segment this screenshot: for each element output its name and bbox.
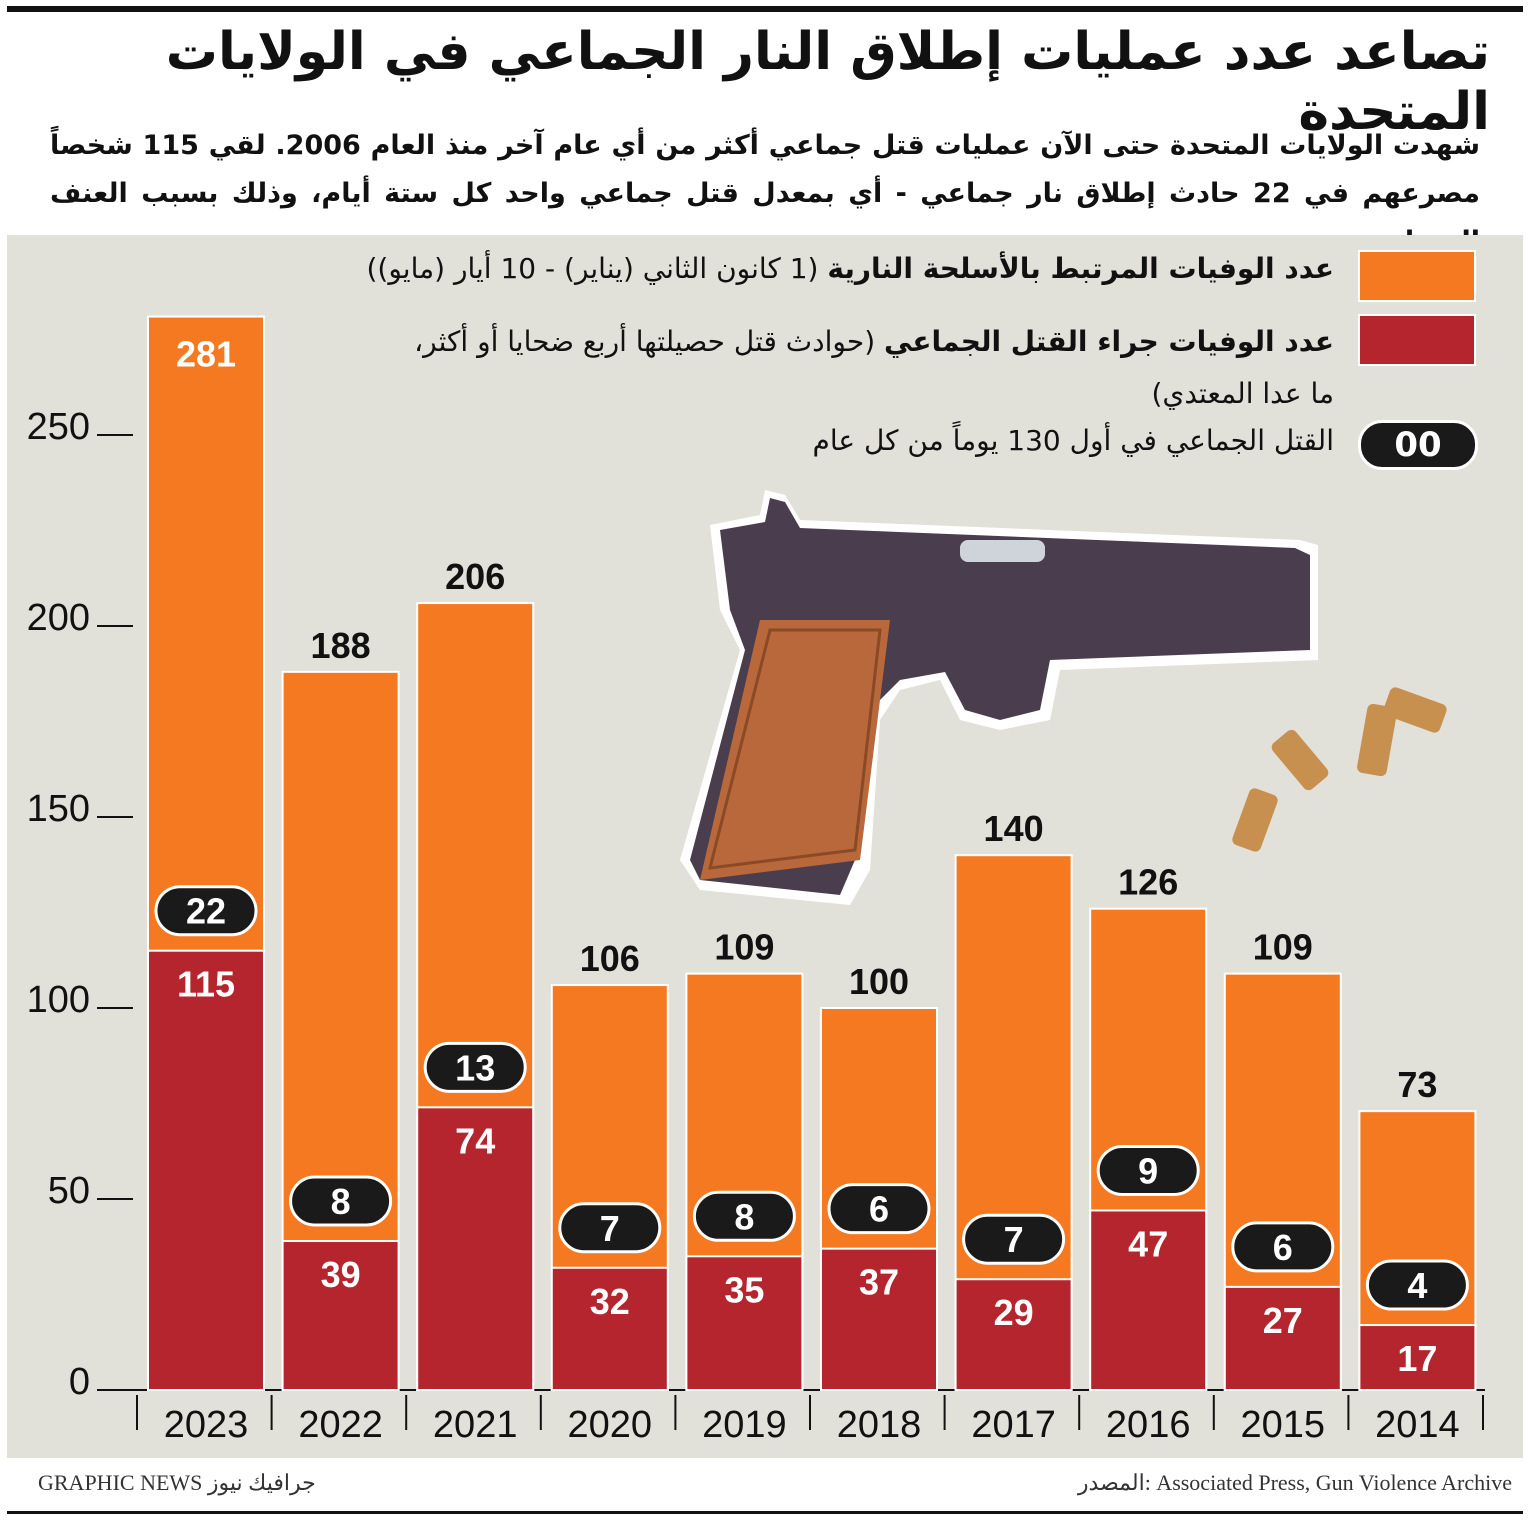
legend-gun-deaths-note: (1 كانون الثاني (يناير) - 10 أيار (مايو)… bbox=[366, 252, 819, 285]
y-tick-label: 250 bbox=[27, 406, 90, 448]
legend-gun-deaths-label: عدد الوفيات المرتبط بالأسلحة النارية bbox=[827, 252, 1334, 285]
pill-mass-shootings bbox=[1365, 1259, 1469, 1311]
subtitle: شهدت الولايات المتحدة حتى الآن عمليات قت… bbox=[50, 130, 1480, 257]
legend-swatch-mass-deaths bbox=[1358, 314, 1476, 366]
y-tick-label: 50 bbox=[48, 1170, 90, 1212]
label-mass-shootings: 6 bbox=[869, 1189, 889, 1230]
bar-mass-deaths bbox=[1089, 1209, 1208, 1391]
label-gun-deaths: 188 bbox=[311, 625, 371, 666]
pill-mass-shootings bbox=[289, 1175, 393, 1227]
pill-mass-shootings bbox=[423, 1041, 527, 1093]
legend-mass-deaths: عدد الوفيات جراء القتل الجماعي (حوادث قت… bbox=[414, 316, 1334, 420]
y-tick-label: 200 bbox=[27, 597, 90, 639]
legend-swatch-gun-deaths bbox=[1358, 250, 1476, 302]
label-mass-deaths: 29 bbox=[994, 1292, 1034, 1333]
top-rule bbox=[7, 6, 1523, 12]
legend-pill-label: القتل الجماعي في أول 130 يوماً من كل عام bbox=[812, 424, 1334, 457]
x-tick-label: 2019 bbox=[702, 1404, 787, 1446]
label-mass-deaths: 37 bbox=[859, 1262, 899, 1303]
legend-mass-deaths-note: (حوادث قتل حصيلتها أربع ضحايا أو أكثر، م… bbox=[414, 325, 1334, 410]
bar-mass-deaths bbox=[820, 1247, 938, 1392]
y-tick-label: 0 bbox=[69, 1361, 90, 1403]
label-gun-deaths: 73 bbox=[1397, 1064, 1437, 1105]
label-mass-deaths: 74 bbox=[455, 1120, 495, 1161]
label-mass-deaths: 27 bbox=[1263, 1300, 1303, 1341]
label-gun-deaths: 281 bbox=[176, 334, 236, 375]
pill-mass-shootings bbox=[1231, 1221, 1335, 1273]
bar-mass-deaths bbox=[685, 1255, 804, 1392]
label-mass-deaths: 47 bbox=[1128, 1223, 1168, 1264]
label-gun-deaths: 106 bbox=[580, 938, 640, 979]
pill-mass-shootings bbox=[962, 1213, 1066, 1265]
label-mass-shootings: 8 bbox=[331, 1181, 351, 1222]
label-mass-deaths: 17 bbox=[1397, 1338, 1437, 1379]
label-gun-deaths: 109 bbox=[1253, 927, 1313, 968]
x-tick-label: 2015 bbox=[1241, 1404, 1326, 1446]
x-tick-label: 2023 bbox=[164, 1404, 249, 1446]
bar-mass-deaths bbox=[1223, 1285, 1342, 1391]
pill-mass-shootings bbox=[1096, 1144, 1200, 1196]
label-mass-shootings: 7 bbox=[1004, 1219, 1024, 1260]
label-mass-shootings: 6 bbox=[1273, 1227, 1293, 1268]
x-tick-label: 2018 bbox=[837, 1404, 922, 1446]
legend-pill-sample: 00 bbox=[1358, 420, 1478, 470]
pill-mass-shootings bbox=[692, 1190, 796, 1242]
label-gun-deaths: 140 bbox=[984, 808, 1044, 849]
label-mass-deaths: 39 bbox=[321, 1254, 361, 1295]
pill-mass-shootings bbox=[558, 1202, 662, 1254]
x-tick-label: 2022 bbox=[298, 1404, 383, 1446]
x-tick-label: 2021 bbox=[433, 1404, 518, 1446]
legend-mass-deaths-label: عدد الوفيات جراء القتل الجماعي bbox=[884, 325, 1334, 358]
bar-mass-deaths bbox=[147, 949, 265, 1391]
pill-mass-shootings bbox=[154, 885, 258, 937]
legend-gun-deaths: عدد الوفيات المرتبط بالأسلحة النارية (1 … bbox=[366, 252, 1334, 285]
y-tick-label: 100 bbox=[27, 979, 90, 1021]
label-mass-shootings: 13 bbox=[455, 1047, 495, 1088]
label-gun-deaths: 109 bbox=[714, 927, 774, 968]
x-tick-label: 2016 bbox=[1106, 1404, 1191, 1446]
bar-mass-deaths bbox=[281, 1240, 400, 1392]
bottom-rule bbox=[7, 1511, 1523, 1514]
bar-mass-deaths bbox=[550, 1266, 669, 1392]
x-tick-label: 2020 bbox=[568, 1404, 653, 1446]
page-title: تصاعد عدد عمليات إطلاق النار الجماعي في … bbox=[165, 22, 1490, 142]
bar-mass-deaths bbox=[1358, 1324, 1477, 1392]
pill-mass-shootings bbox=[827, 1183, 931, 1235]
label-mass-deaths: 35 bbox=[724, 1269, 764, 1310]
x-tick-label: 2014 bbox=[1375, 1404, 1460, 1446]
x-tick-label: 2017 bbox=[971, 1404, 1056, 1446]
label-mass-shootings: 8 bbox=[734, 1196, 754, 1237]
label-mass-deaths: 115 bbox=[177, 964, 235, 1005]
label-mass-deaths: 32 bbox=[590, 1281, 630, 1322]
label-gun-deaths: 100 bbox=[849, 961, 909, 1002]
pistol-illustration bbox=[680, 490, 1447, 905]
source-note: المصدر: Associated Press, Gun Violence A… bbox=[1077, 1470, 1512, 1495]
bar-mass-deaths bbox=[954, 1278, 1073, 1391]
y-tick-label: 150 bbox=[27, 788, 90, 830]
label-mass-shootings: 22 bbox=[186, 891, 226, 932]
bar-mass-deaths bbox=[416, 1106, 535, 1391]
label-gun-deaths: 206 bbox=[445, 556, 505, 597]
label-mass-shootings: 9 bbox=[1138, 1150, 1158, 1191]
label-gun-deaths: 126 bbox=[1118, 862, 1178, 903]
label-mass-shootings: 7 bbox=[600, 1208, 620, 1249]
credit: GRAPHIC NEWS جرافيك نيوز bbox=[38, 1470, 316, 1495]
label-mass-shootings: 4 bbox=[1407, 1265, 1427, 1306]
